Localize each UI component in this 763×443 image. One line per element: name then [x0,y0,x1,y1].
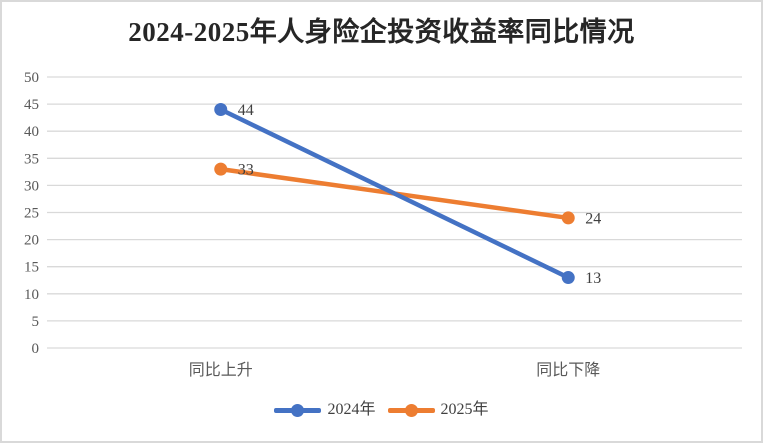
y-axis-label: 5 [32,314,40,330]
data-point-2025年-同比上升 [214,162,228,176]
legend-line-marker-icon [274,403,322,417]
y-axis-label: 35 [24,151,39,167]
legend-label: 2025年 [440,401,489,418]
data-label-2025年-同比下降: 24 [585,210,601,227]
x-axis-label-同比下降: 同比下降 [536,361,600,379]
legend-item-2024年: 2024年 [274,401,376,418]
y-axis-label: 10 [24,287,39,303]
data-point-2024年-同比下降 [561,271,575,285]
data-point-2024年-同比上升 [214,103,228,117]
legend: 2024年 2025年 [2,402,761,418]
data-label-2024年-同比下降: 13 [585,270,601,287]
y-axis-label: 45 [24,97,39,113]
y-axis-label: 25 [24,206,39,222]
legend-line-marker-icon [387,403,435,417]
y-axis-label: 0 [32,341,40,357]
y-axis-label: 20 [24,233,39,249]
data-label-2024年-同比上升: 44 [238,102,254,119]
series-line-2024年 [218,107,571,280]
data-point-2025年-同比下降 [561,211,575,225]
x-axis-label-同比上升: 同比上升 [189,361,253,379]
legend-item-2025年: 2025年 [387,401,489,418]
data-label-2025年-同比上升: 33 [238,162,254,179]
chart-title: 2024-2025年人身险企投资收益率同比情况 [128,17,635,47]
legend-label: 2024年 [327,401,376,418]
y-axis-label: 50 [24,70,39,86]
y-axis-label: 15 [24,260,39,276]
y-axis-label: 40 [24,124,39,140]
y-axis-label: 30 [24,178,39,194]
